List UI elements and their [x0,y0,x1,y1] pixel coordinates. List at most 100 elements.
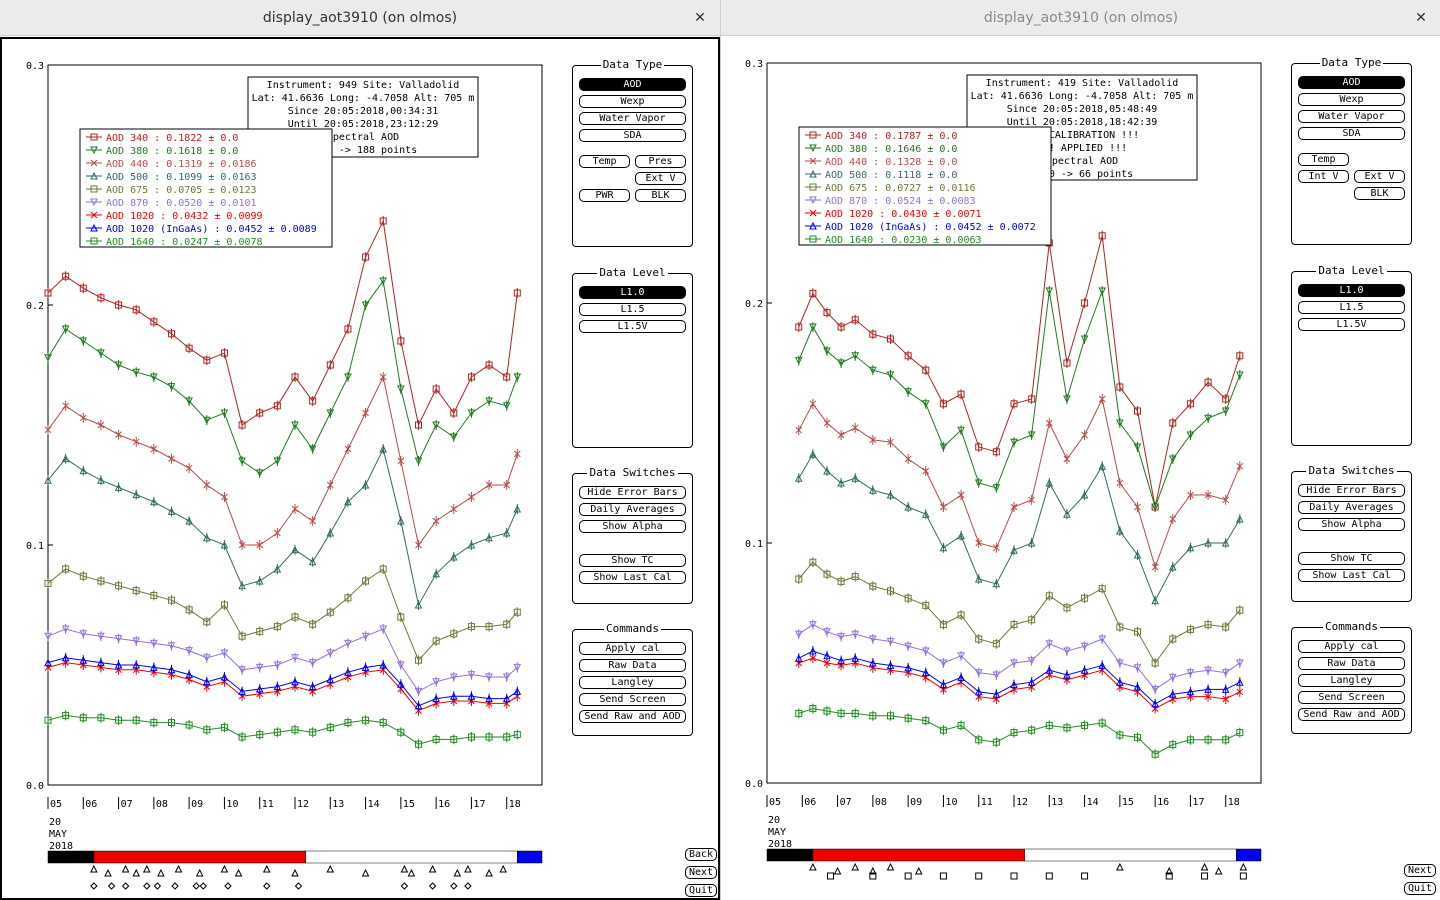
data-point [415,740,422,748]
data-switches-panel: Data Switches Hide Error Bars Daily Aver… [1291,464,1412,602]
measurement-mark-triangle [1200,862,1209,871]
next-button[interactable]: Next [685,866,717,879]
data-point [869,635,877,644]
window-title-bar[interactable]: display_aot3910 (on olmos) ✕ [0,0,720,36]
data-point [939,543,948,552]
data-point [1204,621,1212,629]
data-point [291,505,299,513]
level-l15v-button[interactable]: L1.5V [579,320,686,333]
x-tick-label: 17 [1192,797,1204,808]
aod-button[interactable]: AOD [1298,76,1405,89]
data-point [1098,462,1107,470]
hide-error-bars-button[interactable]: Hide Error Bars [1298,484,1405,497]
show-alpha-button[interactable]: Show Alpha [579,520,686,533]
daily-averages-button[interactable]: Daily Averages [1298,501,1405,514]
data-point [513,731,521,739]
send-screen-button[interactable]: Send Screen [1298,691,1405,704]
data-point [992,671,1001,680]
show-last-cal-button[interactable]: Show Last Cal [1298,569,1405,582]
int-v-button[interactable]: Int V [1298,170,1349,183]
sda-button[interactable]: SDA [579,129,686,142]
timeline-segment-night-after [1236,848,1262,862]
aod-button[interactable]: AOD [579,78,686,91]
langley-button[interactable]: Langley [579,676,686,689]
level-l15v-button[interactable]: L1.5V [1298,318,1405,331]
x-tick-label: 12 [297,799,309,810]
legend-marker [90,133,98,141]
data-point [150,639,158,648]
raw-data-button[interactable]: Raw Data [1298,657,1405,670]
data-point [974,574,983,583]
show-tc-button[interactable]: Show TC [579,554,686,567]
data-point [992,484,1001,492]
data-point [168,455,175,462]
data-point [132,716,140,724]
level-l15-button[interactable]: L1.5 [579,303,686,316]
x-tick-label: 13 [332,799,344,810]
level-l10-button[interactable]: L1.0 [1298,284,1405,297]
y-tick-label: 0.2 [26,301,44,312]
show-tc-button[interactable]: Show TC [1298,552,1405,565]
data-point [344,497,352,506]
legend-marker [90,171,98,180]
blk-button[interactable]: BLK [635,189,686,202]
measurement-mark-square [1201,872,1209,880]
data-point [1222,695,1230,703]
window-title-bar[interactable]: display_aot3910 (on olmos) ✕ [721,0,1440,36]
wexp-button[interactable]: Wexp [579,95,686,108]
data-point [939,400,947,408]
pres-button[interactable]: Pres [635,155,686,168]
data-point [1010,621,1018,629]
data-point [326,608,334,616]
data-point [185,516,193,525]
back-button[interactable]: Back [685,848,717,861]
measurement-mark-triangle [809,862,817,871]
x-tick-label: 08 [875,797,887,808]
data-point [397,457,405,465]
send-screen-button[interactable]: Send Screen [579,693,686,706]
data-point [485,673,493,682]
temp-button[interactable]: Temp [1298,153,1349,166]
raw-data-button[interactable]: Raw Data [579,659,686,672]
data-point [513,450,521,458]
show-last-cal-button[interactable]: Show Last Cal [579,571,686,584]
data-point [115,431,122,438]
close-icon[interactable]: ✕ [694,10,706,26]
level-l15-button[interactable]: L1.5 [1298,301,1405,314]
data-point [887,712,894,720]
send-raw-and-aod-button[interactable]: Send Raw and AOD [1298,708,1405,721]
langley-button[interactable]: Langley [1298,674,1405,687]
hide-error-bars-button[interactable]: Hide Error Bars [579,486,686,499]
apply-cal-button[interactable]: Apply cal [579,642,686,655]
data-point [921,647,930,656]
temp-button[interactable]: Temp [579,155,630,168]
data-point [1027,538,1036,547]
close-icon[interactable]: ✕ [1415,10,1427,26]
data-point [1081,299,1089,307]
data-point [291,373,299,381]
data-point [513,608,521,616]
pwr-button[interactable]: PWR [579,189,630,202]
next-button[interactable]: Next [1404,864,1436,877]
data-point [485,533,493,542]
ext-v-button[interactable]: Ext V [635,172,686,185]
ext-v-button[interactable]: Ext V [1354,170,1405,183]
quit-button[interactable]: Quit [1404,882,1436,895]
blk-button[interactable]: BLK [1354,187,1405,200]
water-vapor-button[interactable]: Water Vapor [1298,110,1405,123]
show-alpha-button[interactable]: Show Alpha [1298,518,1405,531]
daily-averages-button[interactable]: Daily Averages [579,503,686,516]
wexp-button[interactable]: Wexp [1298,93,1405,106]
sda-button[interactable]: SDA [1298,127,1405,140]
data-point [202,416,211,425]
apply-cal-button[interactable]: Apply cal [1298,640,1405,653]
send-raw-and-aod-button[interactable]: Send Raw and AOD [579,710,686,723]
quit-button[interactable]: Quit [685,884,717,897]
client-area: 0.3 0.2 0.1 0.0 05 06 07 08 09 10 11 12 13 14 15 16 17 1… [0,37,720,900]
measurement-mark-triangle [485,868,493,877]
water-vapor-button[interactable]: Water Vapor [579,112,686,125]
x-tick-label: 13 [1051,797,1063,808]
level-l10-button[interactable]: L1.0 [579,286,686,299]
timeline-bar [766,848,1262,862]
data-point [1221,685,1230,693]
